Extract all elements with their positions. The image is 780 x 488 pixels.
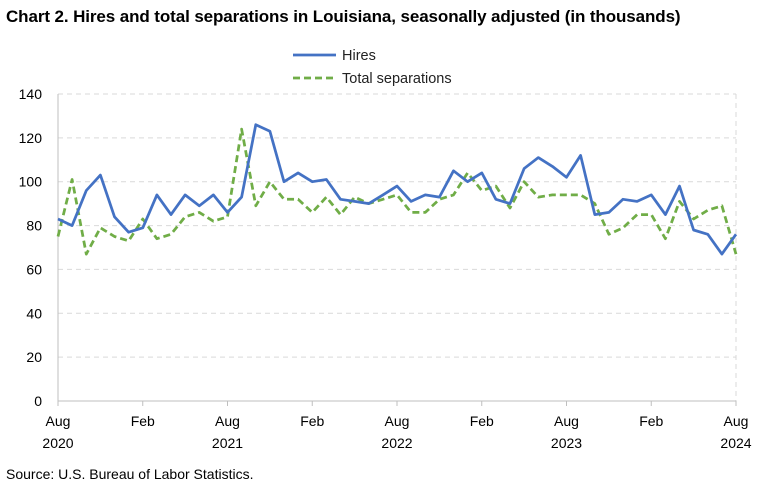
- x-tick-year: 2021: [212, 435, 243, 451]
- x-tick-year: 2020: [42, 435, 73, 451]
- x-tick-year: 2024: [720, 435, 751, 451]
- y-tick-label: 60: [26, 261, 42, 277]
- axes: [57, 94, 737, 402]
- y-axis-ticks: 0 20 40 60 80 100 120 140: [19, 86, 43, 409]
- legend-label: Hires: [342, 48, 376, 64]
- legend: Hires Total separations: [293, 48, 452, 87]
- chart-title: Chart 2. Hires and total separations in …: [6, 7, 681, 26]
- y-tick-label: 140: [19, 86, 43, 102]
- series-line-hires: [57, 123, 738, 256]
- gridlines: [58, 93, 736, 358]
- x-tick-month: Aug: [215, 413, 240, 429]
- y-tick-label: 0: [34, 393, 42, 409]
- y-tick-label: 20: [26, 349, 42, 365]
- x-tick-month: Aug: [46, 413, 71, 429]
- x-tick-month: Feb: [131, 413, 155, 429]
- y-tick-label: 100: [19, 174, 43, 190]
- x-axis-ticks: Aug 2020 Feb Aug 2021 Feb Aug 2022 Feb Aug 2023 Feb…: [42, 401, 752, 451]
- x-tick-month: Feb: [470, 413, 494, 429]
- y-tick-label: 80: [26, 218, 42, 234]
- x-tick-month: Aug: [385, 413, 410, 429]
- legend-label: Total separations: [342, 71, 452, 87]
- x-tick-month: Feb: [300, 413, 324, 429]
- x-tick-year: 2022: [381, 435, 412, 451]
- y-tick-label: 40: [26, 305, 42, 321]
- series-lines: [56, 123, 738, 256]
- x-tick-month: Aug: [554, 413, 579, 429]
- series-line-total-separations: [56, 127, 738, 256]
- source-note: Source: U.S. Bureau of Labor Statistics.: [6, 466, 254, 482]
- x-tick-year: 2023: [551, 435, 582, 451]
- y-tick-label: 120: [19, 130, 43, 146]
- x-tick-month: Feb: [639, 413, 663, 429]
- x-tick-month: Aug: [724, 413, 749, 429]
